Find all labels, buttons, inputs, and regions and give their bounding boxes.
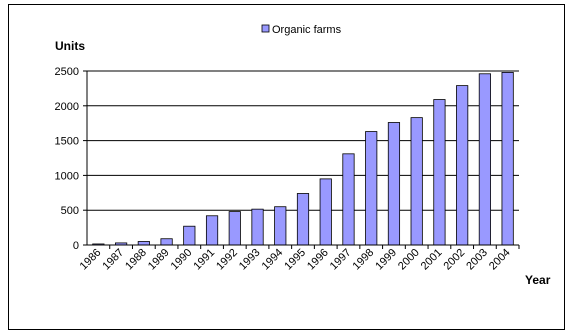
legend-swatch (261, 24, 270, 33)
bar-1988 (137, 241, 150, 246)
y-axis-title: Units (55, 39, 85, 53)
x-tick-label: 2000 (396, 247, 422, 273)
x-tick-label: 2001 (419, 247, 445, 273)
axes (86, 71, 520, 249)
bar-1995 (296, 193, 310, 246)
chart-frame: 0 500 1000 1500 2000 2500 1986 1987 1988 1989 199… (8, 4, 565, 330)
x-tick-label: 1992 (214, 247, 240, 273)
bar-1998 (365, 131, 378, 246)
x-tick-label: 1990 (169, 247, 195, 273)
bar-2004 (501, 71, 514, 246)
y-tick-label: 2000 (55, 101, 79, 113)
x-tick-label: 1988 (123, 247, 149, 273)
x-tick-label: 1986 (78, 247, 104, 273)
x-tick-labels: 1986198719881989199019911992199319941995… (78, 247, 513, 273)
bar-1991 (205, 215, 219, 246)
bar-1994 (274, 206, 287, 246)
bar-1997 (342, 153, 355, 246)
x-tick-label: 2004 (487, 247, 513, 273)
y-tick-label: 2500 (55, 66, 79, 78)
y-tick-labels: 0 500 1000 1500 2000 2500 (55, 66, 79, 252)
bar-2000 (410, 117, 423, 246)
x-tick-label: 1993 (237, 247, 263, 273)
y-tick-label: 500 (61, 205, 79, 217)
x-tick-label: 1998 (351, 247, 377, 273)
bar-1999 (387, 122, 401, 246)
bar-2003 (478, 73, 491, 246)
x-tick-label: 1994 (260, 247, 286, 273)
y-tick-label: 1000 (55, 170, 79, 182)
bar-1990 (183, 225, 196, 246)
x-tick-label: 1989 (146, 247, 172, 273)
x-tick-label: 1999 (373, 247, 399, 273)
bar-2001 (433, 99, 446, 246)
gridlines (83, 70, 519, 246)
bars (92, 71, 514, 246)
x-tick-label: 1991 (191, 247, 217, 273)
x-tick-label: 2003 (464, 247, 490, 273)
bar-2002 (456, 85, 469, 246)
x-tick-label: 1995 (282, 247, 308, 273)
y-tick-label: 1500 (55, 136, 79, 148)
y-tick-label: 0 (73, 240, 79, 252)
x-axis-title: Year (525, 273, 551, 287)
legend: Organic farms (261, 24, 342, 36)
x-tick-label: 1996 (305, 247, 331, 273)
legend-label: Organic farms (272, 24, 342, 36)
bar-1989 (160, 238, 173, 246)
x-tick-label: 1997 (328, 247, 354, 273)
bar-1993 (251, 208, 264, 246)
bar-1992 (228, 211, 241, 246)
bar-1996 (319, 178, 332, 246)
x-tick-label: 1987 (100, 247, 126, 273)
x-tick-label: 2002 (441, 247, 467, 273)
